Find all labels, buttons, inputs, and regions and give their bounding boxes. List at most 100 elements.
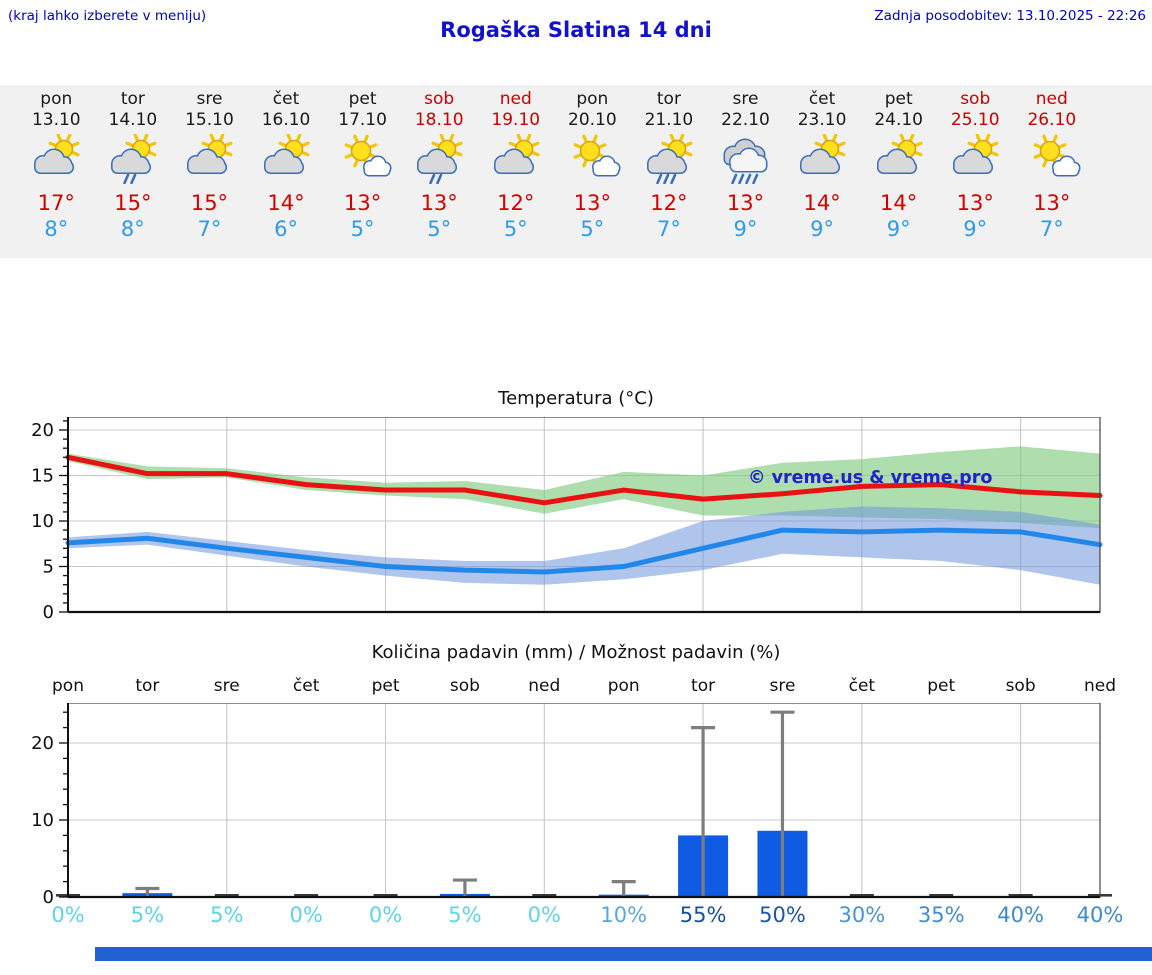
precip-probability-label: 10% [600, 903, 648, 927]
last-update-label: Zadnja posodobitev: 13.10.2025 - 22:26 [874, 8, 1146, 24]
precip-zero-mark [929, 894, 954, 897]
day-min-temp: 7° [197, 217, 222, 241]
precip-probability-label: 50% [759, 903, 806, 927]
sun-cloud-rain-icon [417, 133, 463, 185]
y-tick-label: 10 [31, 810, 54, 831]
day-date: 22.10 [721, 110, 770, 130]
sun-cloud-icon [953, 133, 999, 174]
day-min-temp: 9° [886, 217, 911, 241]
day-date: 14.10 [108, 110, 158, 130]
sun-cloud-icon [800, 133, 846, 174]
forecast-day-20.10: pon 20.10 13° 5° [554, 85, 631, 258]
day-name: ned [1035, 89, 1068, 109]
precip-probability-label: 5% [130, 903, 165, 927]
day-max-temp: 15° [190, 191, 229, 215]
precip-day-label: ned [528, 676, 561, 696]
day-name: sob [424, 89, 455, 109]
watermark-link[interactable]: © vreme.us & vreme.pro [748, 468, 992, 488]
precip-day-label: pet [371, 676, 400, 696]
sun-cloud-icon [34, 133, 80, 174]
day-date: 19.10 [491, 110, 541, 130]
precip-day-label: tor [135, 676, 160, 696]
sun-cloud-icon [264, 133, 310, 174]
day-min-temp: 5° [503, 217, 528, 241]
forecast-strip: pon 13.10 17° 8° tor 14.10 15° 8° sre 15.10 15°… [0, 85, 1152, 258]
forecast-day-13.10: pon 13.10 17° 8° [18, 85, 95, 258]
cloud-rain-icon [723, 138, 768, 185]
precip-day-label: čet [848, 676, 876, 696]
day-date: 23.10 [797, 110, 847, 130]
forecast-day-21.10: tor 21.10 12° 7° [631, 85, 708, 258]
day-min-temp: 5° [580, 217, 605, 241]
y-tick-label: 5 [43, 557, 54, 578]
day-date: 20.10 [568, 110, 617, 130]
day-name: sre [732, 89, 759, 109]
temperature-chart-title: Temperatura (°C) [498, 388, 654, 409]
max-temperature-line [65, 454, 1103, 506]
forecast-days: pon 13.10 17° 8° tor 14.10 15° 8° sre 15.10 15°… [18, 85, 1090, 258]
day-min-temp: 7° [1039, 217, 1064, 241]
precip-day-label: pet [927, 676, 956, 696]
forecast-day-15.10: sre 15.10 15° 7° [171, 85, 248, 258]
day-max-temp: 13° [1033, 191, 1071, 215]
precip-probability-label: 35% [917, 903, 965, 927]
precip-probability-label: 40% [1076, 903, 1124, 927]
precip-day-label: pon [607, 676, 640, 696]
day-name: sob [960, 89, 991, 109]
day-max-temp: 13° [726, 191, 765, 215]
day-max-temp: 13° [343, 191, 382, 215]
forecast-day-18.10: sob 18.10 13° 5° [401, 85, 478, 258]
precip-day-label: sob [449, 676, 480, 696]
y-tick-label: 20 [31, 733, 54, 754]
sun-cloud-icon [876, 133, 923, 174]
precip-day-label: čet [292, 676, 320, 696]
day-name: pet [884, 89, 913, 109]
precip-probability-label: 30% [838, 903, 886, 927]
precip-zero-mark [532, 894, 557, 897]
day-name: tor [120, 89, 145, 109]
temperature-chart: © vreme.us & vreme.pro 0 5 10 15 20 [31, 417, 1103, 623]
day-min-temp: 6° [274, 217, 298, 241]
day-name: pon [576, 89, 609, 109]
day-date: 21.10 [644, 110, 694, 130]
day-date: 26.10 [1027, 110, 1077, 130]
day-max-temp: 17° [37, 191, 75, 215]
forecast-day-16.10: čet 16.10 14° 6° [248, 85, 325, 258]
forecast-day-26.10: ned 26.10 13° 7° [1014, 85, 1091, 258]
sun-small-cloud-icon [344, 134, 392, 177]
precip-day-label: sre [769, 676, 796, 696]
min-range-band [68, 506, 1100, 585]
day-min-temp: 9° [963, 217, 988, 241]
day-min-temp: 8° [120, 217, 145, 241]
precipitation-chart-title: Količina padavin (mm) / Možnost padavin … [371, 642, 781, 663]
precip-probability-label: 0% [51, 903, 85, 927]
forecast-day-23.10: čet 23.10 14° 9° [784, 85, 861, 258]
precip-probability-label: 40% [997, 903, 1044, 927]
day-date: 24.10 [874, 110, 923, 130]
y-tick-label: 0 [43, 602, 54, 623]
forecast-day-25.10: sob 25.10 13° 9° [937, 85, 1014, 258]
day-min-temp: 9° [810, 217, 834, 241]
day-date: 16.10 [261, 110, 311, 130]
precip-zero-mark [849, 894, 874, 897]
min-temperature-line [65, 527, 1103, 575]
day-name: čet [808, 89, 836, 109]
day-max-temp: 13° [956, 191, 994, 215]
day-min-temp: 9° [733, 217, 758, 241]
forecast-day-14.10: tor 14.10 15° 8° [95, 85, 172, 258]
day-min-temp: 7° [656, 217, 681, 241]
day-max-temp: 14° [267, 191, 305, 215]
bottom-scrollbar[interactable] [95, 947, 1152, 961]
precip-zero-mark [373, 894, 398, 897]
day-date: 17.10 [338, 110, 387, 130]
day-name: sre [196, 89, 223, 109]
forecast-day-24.10: pet 24.10 14° 9° [860, 85, 937, 258]
y-tick-label: 10 [31, 511, 54, 532]
day-max-temp: 13° [573, 191, 611, 215]
sun-cloud-icon [187, 133, 233, 174]
day-name: čet [272, 89, 300, 109]
precip-probability-label: 0% [527, 903, 561, 927]
sun-cloud-rain-icon [110, 133, 157, 185]
day-max-temp: 15° [114, 191, 152, 215]
day-max-temp: 14° [803, 191, 841, 215]
